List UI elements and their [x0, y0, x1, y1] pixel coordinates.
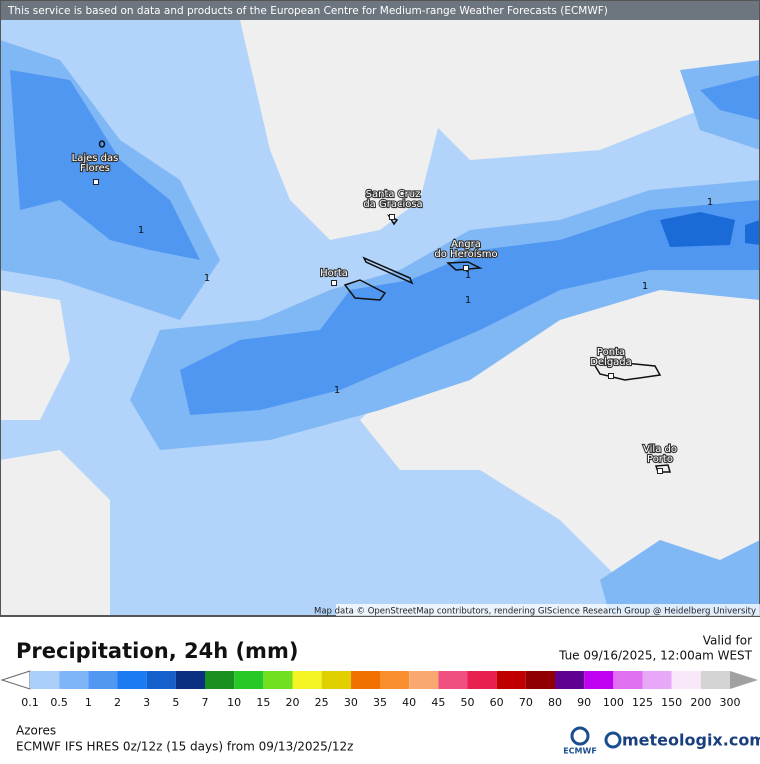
place-marker: [608, 373, 614, 379]
scale-cell: [59, 671, 89, 689]
scale-tick-label: 0.5: [50, 696, 68, 709]
place-label: da Graciosa: [363, 199, 422, 210]
scale-tick-label: 70: [519, 696, 533, 709]
scale-tick-label: 15: [256, 696, 270, 709]
logo-meteologix: meteologix.com: [622, 731, 760, 750]
place-marker: [463, 265, 469, 271]
scale-cell: [88, 671, 118, 689]
contour-label: 1: [334, 385, 340, 396]
scale-cell: [496, 671, 526, 689]
scale-cell: [409, 671, 439, 689]
scale-tick-label: 7: [202, 696, 209, 709]
place-label: Vila do: [643, 444, 677, 455]
scale-cell: [30, 671, 60, 689]
place-marker: [93, 179, 99, 185]
scale-tick-label: 5: [172, 696, 179, 709]
scale-cell: [380, 671, 410, 689]
scale-arrow-high: [730, 671, 758, 689]
contour-label: 1: [642, 281, 648, 292]
scale-tick-label: 40: [402, 696, 416, 709]
notice: This service is based on data and produc…: [7, 5, 608, 17]
scale-arrow-low: [0, 670, 31, 690]
scale-cell: [175, 671, 205, 689]
scale-cell: [321, 671, 351, 689]
region: Azores: [16, 724, 56, 738]
scale-cell: [205, 671, 235, 689]
scale-tick-label: 100: [603, 696, 624, 709]
scale-cell: [700, 671, 730, 689]
scale-cell: [146, 671, 176, 689]
scale-tick-label: 50: [461, 696, 475, 709]
legend: Precipitation, 24h (mm) Valid for Tue 09…: [0, 634, 758, 709]
place-label: Horta: [320, 268, 348, 279]
scale-cell: [555, 671, 585, 689]
valid-time: Tue 09/16/2025, 12:00am WEST: [558, 649, 753, 663]
legend-title: Precipitation, 24h (mm): [16, 639, 298, 663]
scale-tick-label: 25: [315, 696, 329, 709]
place-marker: [657, 468, 663, 474]
place-marker: [389, 214, 395, 220]
footer: Azores ECMWF IFS HRES 0z/12z (15 days) f…: [16, 724, 760, 756]
logo-ecmwf: ECMWF: [563, 747, 597, 756]
scale-tick-label: 3: [143, 696, 150, 709]
scale-tick-label: 10: [227, 696, 241, 709]
place-marker: [331, 280, 337, 286]
scale-tick-label: 200: [690, 696, 711, 709]
contour-label: 1: [138, 225, 144, 236]
valid-label: Valid for: [703, 634, 752, 648]
scale-tick-label: 60: [490, 696, 504, 709]
scale-cell: [613, 671, 643, 689]
model: ECMWF IFS HRES 0z/12z (15 days) from 09/…: [16, 740, 353, 754]
place-label: Santa Cruz: [366, 189, 421, 200]
contour-label: 1: [465, 270, 471, 281]
contour-label: 1: [465, 295, 471, 306]
scale-tick-label: 90: [577, 696, 591, 709]
place-label: Lajes das: [72, 153, 119, 164]
place-label: Angra: [451, 239, 481, 250]
scale-tick-label: 300: [720, 696, 741, 709]
attribution: Map data © OpenStreetMap contributors, r…: [314, 607, 756, 617]
scale-tick-label: 2: [114, 696, 121, 709]
scale-tick-label: 0.1: [21, 696, 39, 709]
contour-label: 1: [204, 273, 210, 284]
scale-tick-label: 30: [344, 696, 358, 709]
place-label: Porto: [647, 454, 673, 465]
scale-tick-label: 20: [286, 696, 300, 709]
notice-bar: [0, 0, 760, 20]
scale-cell: [117, 671, 147, 689]
scale-tick-label: 125: [632, 696, 653, 709]
contour-label: 1: [707, 197, 713, 208]
place-label: Ponta: [597, 347, 625, 358]
scale-tick-label: 1: [85, 696, 92, 709]
scale-cell: [584, 671, 614, 689]
place-label: Flores: [80, 163, 110, 174]
scale-cell: [234, 671, 264, 689]
scale-tick-label: 80: [548, 696, 562, 709]
scale-cell: [350, 671, 380, 689]
place-label: do Heroísmo: [434, 248, 497, 260]
scale-cell: [671, 671, 701, 689]
scale-tick-label: 150: [661, 696, 682, 709]
scale-cell: [438, 671, 468, 689]
scale-tick-label: 35: [373, 696, 387, 709]
scale-cell: [263, 671, 293, 689]
scale-cell: [642, 671, 672, 689]
scale-cell: [467, 671, 497, 689]
place-label: Delgada: [590, 357, 632, 368]
scale-cell: [292, 671, 322, 689]
scale-cell: [525, 671, 555, 689]
map: This service is based on data and produc…: [0, 0, 760, 617]
scale-tick-label: 45: [431, 696, 445, 709]
